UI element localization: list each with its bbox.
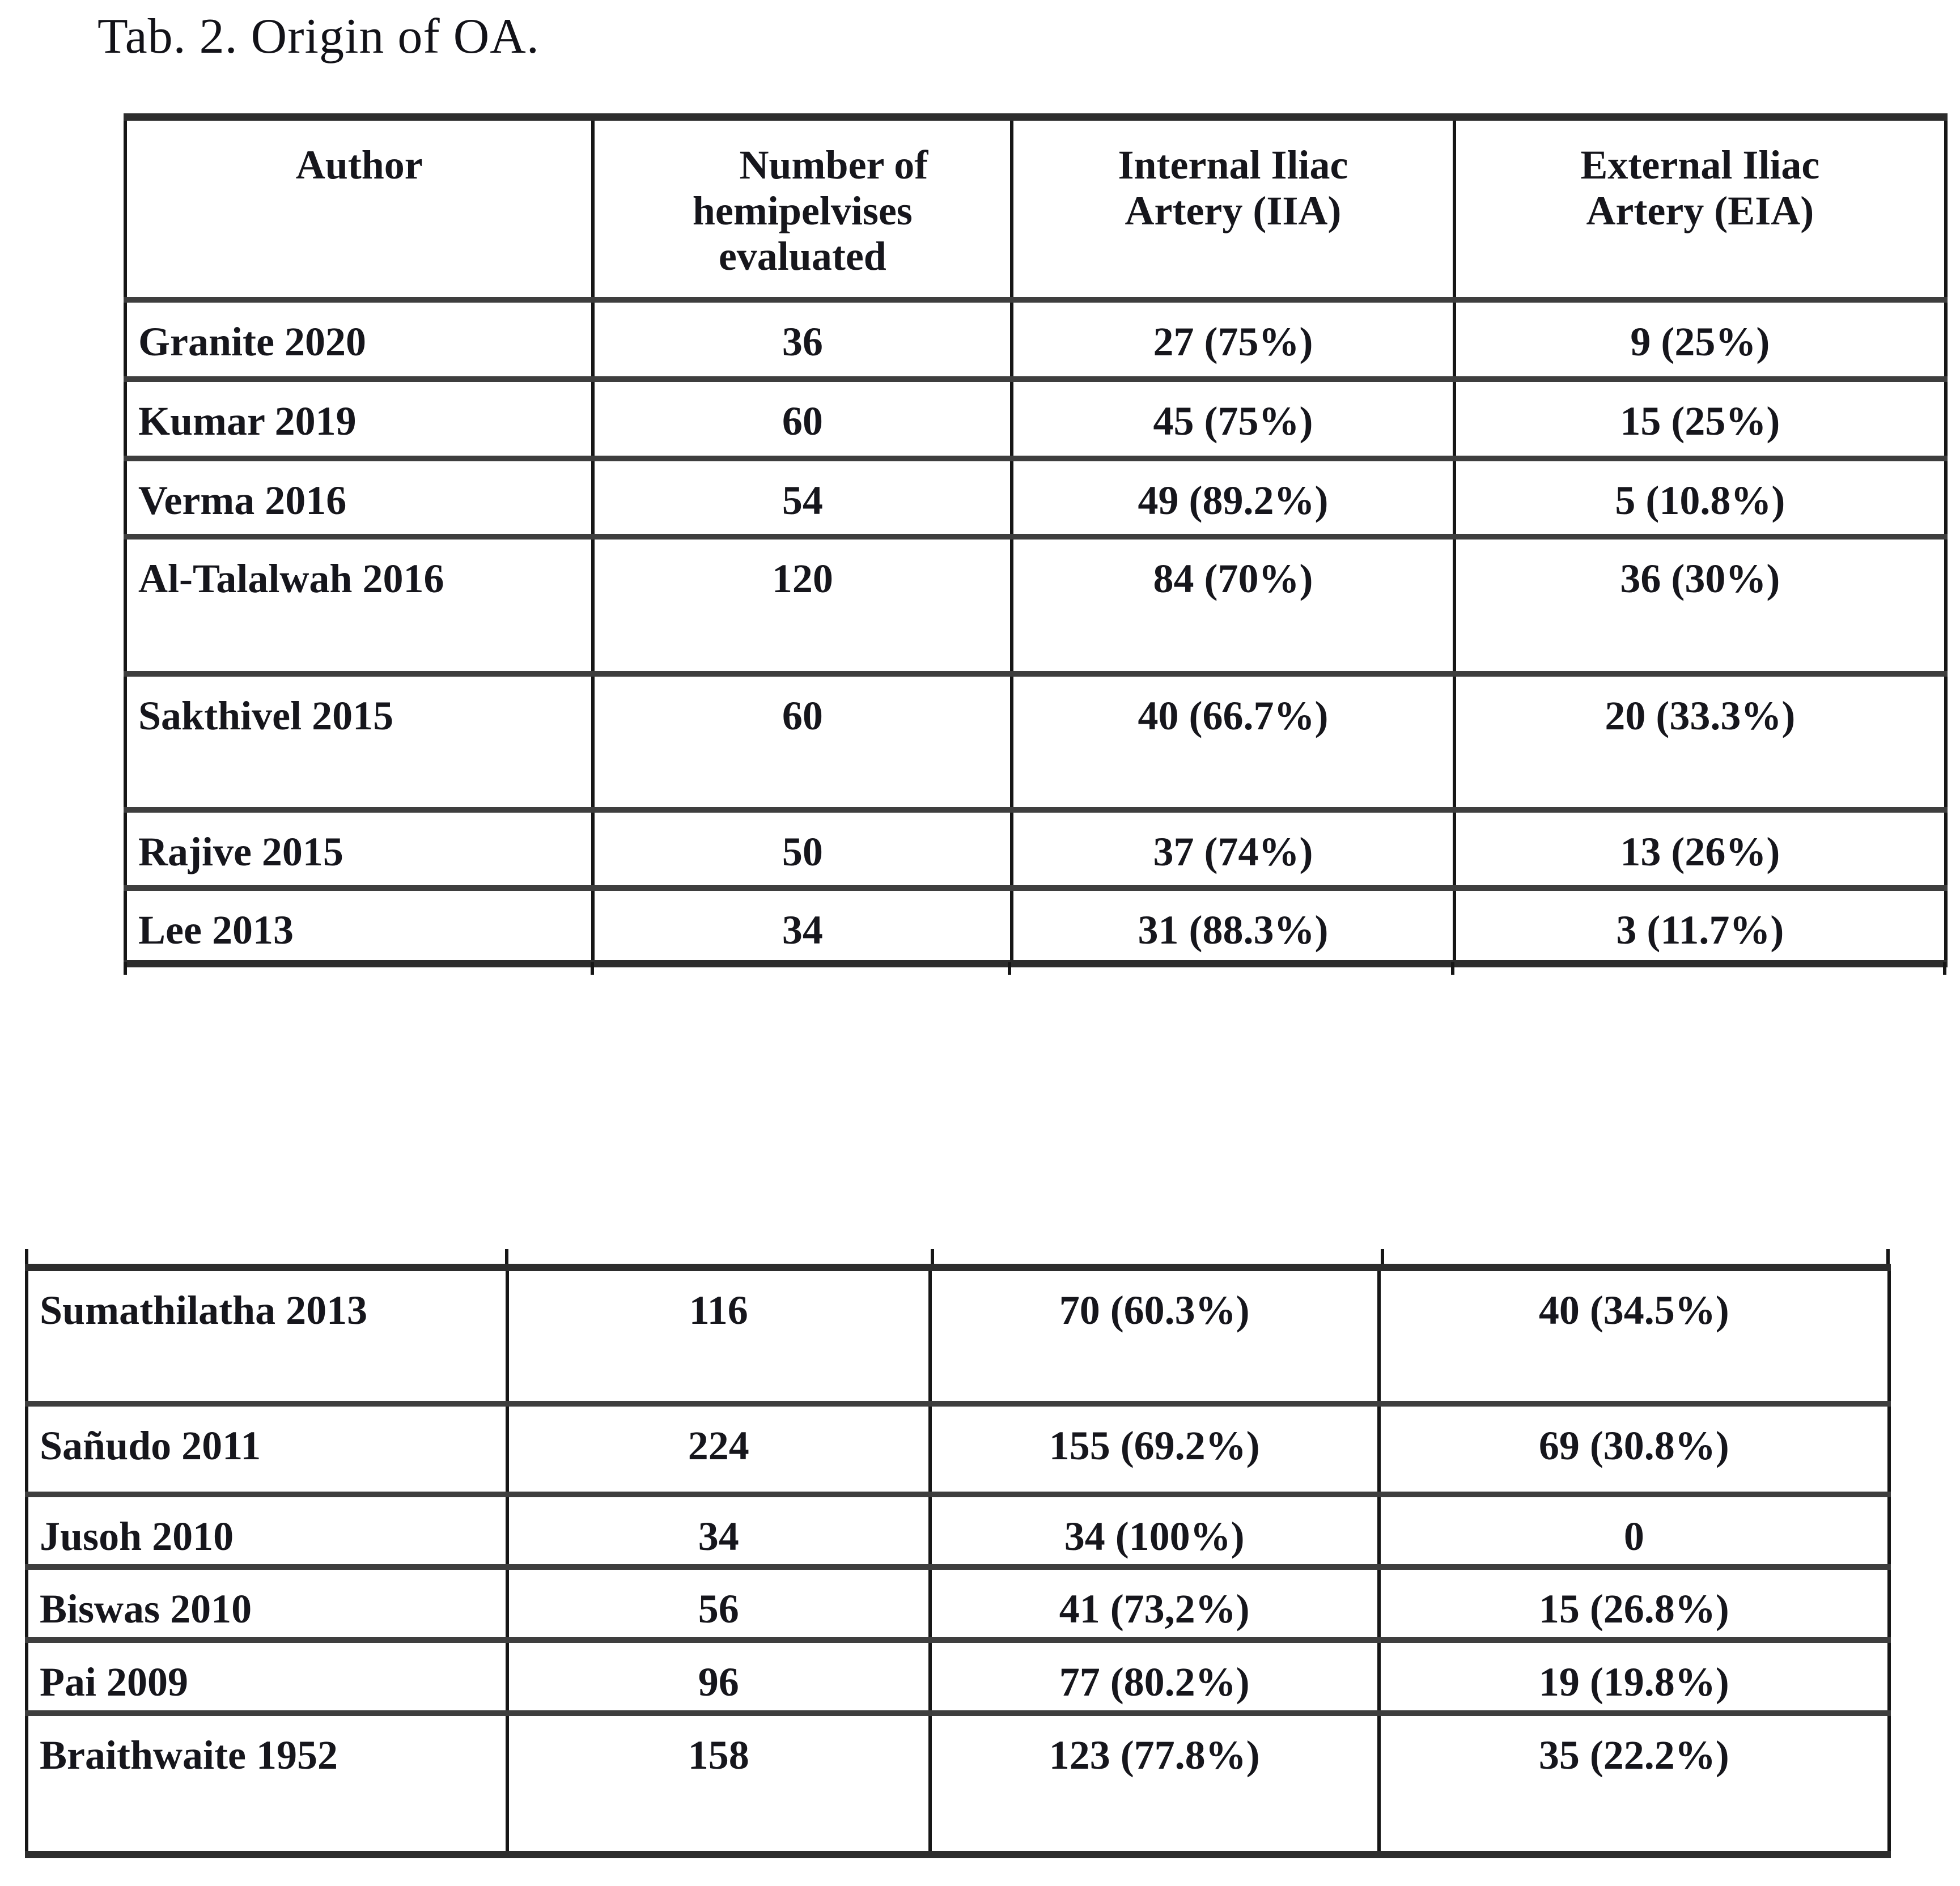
iia-cell: 45 (75%) [1010,376,1456,461]
author-cell: Braithwaite 1952 [25,1710,509,1858]
iia-cell: 27 (75%) [1010,296,1456,382]
eia-cell: 0 [1377,1491,1891,1570]
col-header-internal-iliac-artery: Internal Iliac Artery (IIA) [1010,114,1456,303]
eia-cell: 13 (26%) [1452,806,1948,891]
table-caption: Tab. 2. Origin of OA. [97,9,540,64]
table-row: Rajive 2015 50 37 (74%) 13 (26%) [123,806,1948,891]
column-rule-stub [1008,962,1011,975]
count-cell: 60 [591,376,1014,461]
table-row: Braithwaite 1952 158 123 (77.8%) 35 (22.2%) [25,1710,1891,1858]
author-cell: Sakthivel 2015 [123,670,595,813]
col-header-external-iliac-artery: External Iliac Artery (EIA) [1452,114,1948,303]
col-header-author: Author [123,114,595,303]
author-cell: Biswas 2010 [25,1564,509,1643]
author-cell: Lee 2013 [123,885,595,967]
author-cell: Jusoh 2010 [25,1491,509,1570]
author-cell: Al-Talalwah 2016 [123,533,595,677]
table-row: Sañudo 2011 224 155 (69.2%) 69 (30.8%) [25,1400,1891,1497]
iia-cell: 34 (100%) [928,1491,1381,1570]
author-cell: Sañudo 2011 [25,1400,509,1497]
eia-cell: 15 (26.8%) [1377,1564,1891,1643]
count-cell: 34 [505,1491,932,1570]
author-cell: Verma 2016 [123,455,595,540]
author-cell: Pai 2009 [25,1637,509,1716]
header-row: Author Number of hemipelvises evaluated … [123,114,1948,303]
origin-table-part1: Author Number of hemipelvises evaluated … [123,113,1948,967]
column-rule-stub [1451,962,1454,975]
count-cell: 50 [591,806,1014,891]
origin-table-part2: Sumathilatha 2013 116 70 (60.3%) 40 (34.5%)… [25,1264,1891,1859]
author-cell: Rajive 2015 [123,806,595,891]
author-cell: Sumathilatha 2013 [25,1264,509,1407]
eia-cell: 5 (10.8%) [1452,455,1948,540]
iia-cell: 123 (77.8%) [928,1710,1381,1858]
table-row: Sakthivel 2015 60 40 (66.7%) 20 (33.3%) [123,670,1948,813]
eia-cell: 15 (25%) [1452,376,1948,461]
iia-cell: 31 (88.3%) [1010,885,1456,967]
eia-cell: 3 (11.7%) [1452,885,1948,967]
table-row: Biswas 2010 56 41 (73,2%) 15 (26.8%) [25,1564,1891,1643]
col-header-hemipelvises-count: Number of hemipelvises evaluated [591,114,1014,303]
author-cell: Kumar 2019 [123,376,595,461]
column-rule-stub [505,1249,508,1264]
column-rule-stub [25,1249,28,1264]
table-row: Kumar 2019 60 45 (75%) 15 (25%) [123,376,1948,461]
eia-cell: 40 (34.5%) [1377,1264,1891,1407]
column-rule-stub [931,1249,934,1264]
count-cell: 224 [505,1400,932,1497]
iia-cell: 49 (89.2%) [1010,455,1456,540]
table-row: Al-Talalwah 2016 120 84 (70%) 36 (30%) [123,533,1948,677]
count-cell: 60 [591,670,1014,813]
table-row: Lee 2013 34 31 (88.3%) 3 (11.7%) [123,885,1948,967]
column-rule-stub [1381,1249,1384,1264]
table-row: Pai 2009 96 77 (80.2%) 19 (19.8%) [25,1637,1891,1716]
count-cell: 34 [591,885,1014,967]
count-cell: 120 [591,533,1014,677]
column-rule-stub [591,962,594,975]
iia-cell: 155 (69.2%) [928,1400,1381,1497]
eia-cell: 20 (33.3%) [1452,670,1948,813]
author-cell: Granite 2020 [123,296,595,382]
table-row: Granite 2020 36 27 (75%) 9 (25%) [123,296,1948,382]
eia-cell: 19 (19.8%) [1377,1637,1891,1716]
count-cell: 56 [505,1564,932,1643]
iia-cell: 40 (66.7%) [1010,670,1456,813]
iia-cell: 77 (80.2%) [928,1637,1381,1716]
iia-cell: 37 (74%) [1010,806,1456,891]
eia-cell: 35 (22.2%) [1377,1710,1891,1858]
count-cell: 116 [505,1264,932,1407]
column-rule-stub [1943,962,1946,975]
table-row: Verma 2016 54 49 (89.2%) 5 (10.8%) [123,455,1948,540]
eia-cell: 69 (30.8%) [1377,1400,1891,1497]
iia-cell: 84 (70%) [1010,533,1456,677]
column-rule-stub [1886,1249,1890,1264]
count-cell: 96 [505,1637,932,1716]
count-cell: 54 [591,455,1014,540]
eia-cell: 9 (25%) [1452,296,1948,382]
iia-cell: 70 (60.3%) [928,1264,1381,1407]
eia-cell: 36 (30%) [1452,533,1948,677]
iia-cell: 41 (73,2%) [928,1564,1381,1643]
column-rule-stub [124,962,127,975]
count-cell: 158 [505,1710,932,1858]
table-row: Sumathilatha 2013 116 70 (60.3%) 40 (34.5%) [25,1264,1891,1407]
count-cell: 36 [591,296,1014,382]
table-row: Jusoh 2010 34 34 (100%) 0 [25,1491,1891,1570]
